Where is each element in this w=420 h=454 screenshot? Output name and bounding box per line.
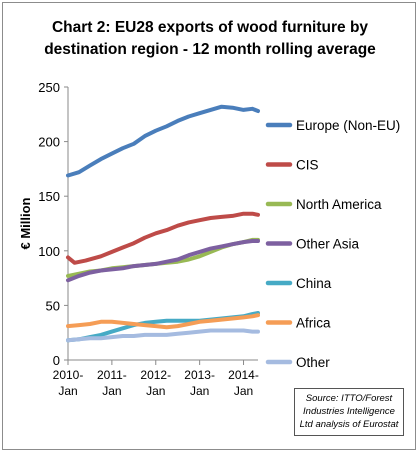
- source-line3: Ltd analysis of Eurostat: [299, 419, 399, 430]
- series-line-africa: [66, 313, 260, 330]
- x-tick-label: 2014-: [228, 368, 259, 382]
- chart-frame: Chart 2: EU28 exports of wood furniture …: [2, 2, 416, 450]
- x-tick-label: Jan: [146, 384, 165, 398]
- legend-label-north-america: North America: [296, 197, 382, 212]
- x-tick-label: 2013-: [184, 368, 215, 382]
- x-tick-label: 2011-: [97, 368, 127, 382]
- y-tick-label: 100: [38, 244, 60, 259]
- series-line-europe-non-eu: [66, 104, 260, 178]
- chart-title-line1: Chart 2: EU28 exports of wood furniture …: [51, 19, 369, 36]
- series-line-other-asia: [66, 239, 260, 283]
- chart-title: Chart 2: EU28 exports of wood furniture …: [3, 17, 417, 61]
- x-tick-label: Jan: [58, 384, 77, 398]
- legend-label-other: Other: [296, 355, 330, 370]
- y-tick-label: 150: [38, 189, 60, 204]
- x-tick-label: 2010-: [53, 368, 84, 382]
- legend-label-china: China: [296, 276, 332, 291]
- x-tick-label: Jan: [190, 384, 209, 398]
- source-note: Source: ITTO/Forest Industries Intellige…: [294, 388, 404, 436]
- y-tick-label: 250: [38, 80, 60, 95]
- y-tick-label: 50: [46, 298, 60, 313]
- x-tick-label: 2012-: [140, 368, 171, 382]
- series-line-cis: [66, 211, 260, 265]
- legend-label-other-asia: Other Asia: [296, 237, 360, 252]
- source-line1: Source: ITTO/Forest: [305, 393, 393, 404]
- chart-title-line2: destination region - 12 month rolling av…: [44, 41, 376, 58]
- legend-label-cis: CIS: [296, 158, 319, 173]
- y-tick-label: 0: [53, 353, 60, 368]
- series-line-other: [66, 328, 260, 343]
- y-tick-label: 200: [38, 135, 60, 150]
- x-tick-label: Jan: [102, 384, 121, 398]
- x-tick-label: Jan: [234, 384, 253, 398]
- source-line2: Industries Intelligence: [303, 406, 395, 417]
- legend-label-africa: Africa: [296, 316, 331, 331]
- legend-label-europe-non-eu: Europe (Non-EU): [296, 118, 400, 133]
- y-axis-label: € Million: [18, 197, 33, 249]
